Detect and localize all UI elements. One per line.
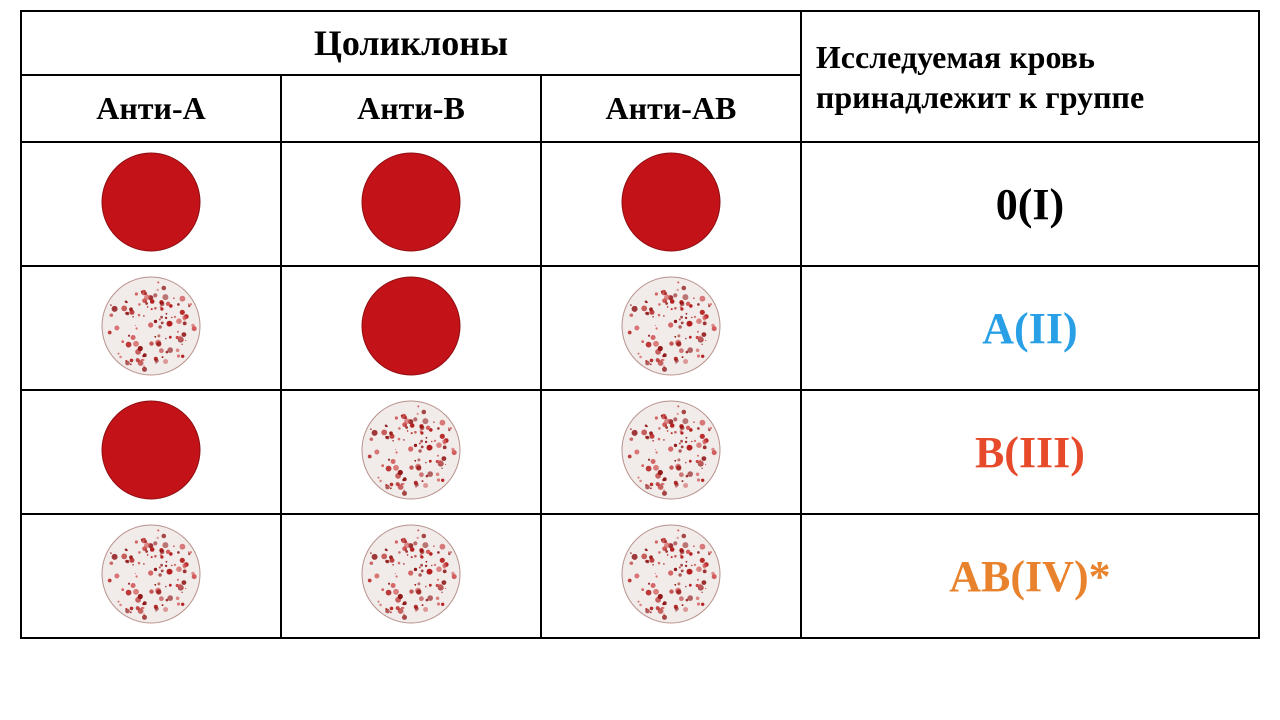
col-header-1: Анти-В (281, 75, 541, 142)
blood-drop-icon (101, 400, 201, 505)
drop-r3-c2 (541, 514, 801, 638)
drop-r1-c1 (281, 266, 541, 390)
col-header-2: Анти-АВ (541, 75, 801, 142)
drop-r1-c2 (541, 266, 801, 390)
drop-r3-c1 (281, 514, 541, 638)
group-label-1: А(II) (801, 266, 1259, 390)
group-label-2: В(III) (801, 390, 1259, 514)
blood-drop-icon (101, 276, 201, 381)
blood-drop-icon (621, 400, 721, 505)
blood-drop-icon (101, 524, 201, 629)
drop-r0-c2 (541, 142, 801, 266)
blood-drop-icon (621, 152, 721, 257)
group-label-3: АВ(IV)* (801, 514, 1259, 638)
reagents-title: Цоликлоны (21, 11, 801, 75)
blood-drop-icon (101, 152, 201, 257)
drop-r2-c1 (281, 390, 541, 514)
blood-drop-icon (621, 276, 721, 381)
drop-r0-c1 (281, 142, 541, 266)
drop-r3-c0 (21, 514, 281, 638)
result-title: Исследуемая кровь принадлежит к группе (801, 11, 1259, 142)
blood-type-table: Цоликлоны Исследуемая кровь принадлежит … (20, 10, 1260, 639)
drop-r0-c0 (21, 142, 281, 266)
drop-r1-c0 (21, 266, 281, 390)
col-header-0: Анти-А (21, 75, 281, 142)
blood-drop-icon (361, 152, 461, 257)
blood-drop-icon (361, 276, 461, 381)
drop-r2-c0 (21, 390, 281, 514)
blood-drop-icon (361, 400, 461, 505)
blood-drop-icon (361, 524, 461, 629)
group-label-0: 0(I) (801, 142, 1259, 266)
blood-drop-icon (621, 524, 721, 629)
drop-r2-c2 (541, 390, 801, 514)
